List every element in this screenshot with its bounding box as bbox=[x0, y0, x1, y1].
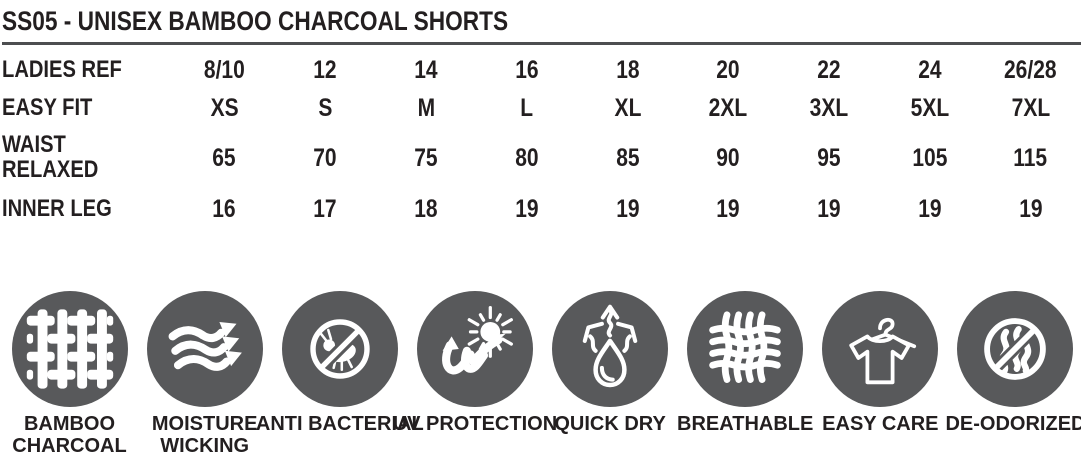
feature-label: EASY CARE bbox=[822, 413, 939, 435]
table-cell: 18 bbox=[615, 55, 640, 84]
table-cell: 115 bbox=[1013, 143, 1048, 172]
quick-dry-icon bbox=[552, 291, 669, 407]
table-cell: 26/28 bbox=[1004, 55, 1057, 84]
table-row-ladies-ref: LADIES REF 8/10 12 14 16 18 20 22 24 26/… bbox=[2, 51, 1081, 89]
table-cell: 90 bbox=[716, 143, 740, 172]
page-title-text: SS05 - UNISEX BAMBOO CHARCOAL SHORTS bbox=[2, 6, 509, 36]
table-cell: 5XL bbox=[910, 93, 950, 122]
feature-de-odorized: DE-ODORIZED bbox=[945, 291, 1081, 458]
table-cell: 19 bbox=[1018, 194, 1043, 223]
feature-easy-care: EASY CARE bbox=[813, 291, 948, 458]
feature-uv-protection: UV PROTECTION bbox=[393, 291, 557, 458]
feature-label: ANTI BACTERIAL bbox=[255, 413, 424, 435]
feature-label: UV PROTECTION bbox=[392, 413, 558, 435]
table-cell: 18 bbox=[414, 194, 438, 223]
feature-breathable: BREATHABLE bbox=[677, 291, 813, 458]
feature-label: BAMBOO CHARCOAL bbox=[12, 413, 127, 458]
table-cell: 75 bbox=[414, 143, 438, 172]
table-cell: 19 bbox=[918, 194, 942, 223]
feature-label: QUICK DRY bbox=[554, 413, 666, 435]
table-row-waist-relaxed: WAIST RELAXED 65 70 75 80 85 90 95 105 1… bbox=[2, 127, 1081, 189]
table-cell: 65 bbox=[212, 143, 237, 172]
table-cell: L bbox=[520, 93, 534, 122]
table-cell: XS bbox=[210, 93, 239, 122]
row-label: EASY FIT bbox=[2, 94, 93, 121]
bamboo-charcoal-icon bbox=[11, 291, 128, 407]
table-cell: M bbox=[417, 93, 435, 122]
easy-care-icon bbox=[822, 291, 939, 407]
moisture-wicking-icon bbox=[146, 291, 263, 407]
feature-label: BREATHABLE bbox=[677, 413, 814, 435]
uv-protection-icon bbox=[416, 291, 533, 407]
table-cell: 3XL bbox=[809, 93, 849, 122]
size-table: LADIES REF 8/10 12 14 16 18 20 22 24 26/… bbox=[2, 51, 1081, 229]
table-cell: 8/10 bbox=[203, 55, 245, 84]
table-cell: 19 bbox=[615, 194, 640, 223]
table-cell: 17 bbox=[313, 194, 337, 223]
table-cell: 70 bbox=[313, 143, 337, 172]
table-cell: 19 bbox=[716, 194, 740, 223]
table-cell: 85 bbox=[615, 143, 640, 172]
title-divider bbox=[2, 42, 1081, 45]
feature-icons-row: BAMBOO CHARCOAL MOISTURE bbox=[2, 291, 1081, 458]
table-cell: XL bbox=[614, 93, 641, 122]
table-cell: 12 bbox=[313, 55, 337, 84]
anti-bacterial-icon bbox=[281, 291, 398, 407]
table-cell: 19 bbox=[817, 194, 841, 223]
table-cell: 24 bbox=[918, 55, 942, 84]
feature-bamboo-charcoal: BAMBOO CHARCOAL bbox=[2, 291, 137, 458]
table-cell: 19 bbox=[515, 194, 539, 223]
page-title: SS05 - UNISEX BAMBOO CHARCOAL SHORTS bbox=[2, 6, 1081, 37]
table-cell: 7XL bbox=[1011, 93, 1050, 122]
table-cell: 105 bbox=[912, 143, 948, 172]
feature-label: DE-ODORIZED bbox=[945, 413, 1081, 435]
table-cell: 20 bbox=[716, 55, 740, 84]
table-cell: 22 bbox=[817, 55, 841, 84]
table-cell: 16 bbox=[515, 55, 539, 84]
table-cell: 2XL bbox=[708, 93, 748, 122]
table-cell: 95 bbox=[817, 143, 841, 172]
table-cell: 80 bbox=[515, 143, 539, 172]
table-row-easy-fit: EASY FIT XS S M L XL 2XL 3XL 5XL 7XL bbox=[2, 89, 1081, 127]
breathable-icon bbox=[687, 291, 804, 407]
table-cell: S bbox=[318, 93, 333, 122]
feature-label: MOISTURE WICKING bbox=[151, 413, 258, 458]
row-label: INNER LEG bbox=[2, 195, 112, 222]
table-row-inner-leg: INNER LEG 16 17 18 19 19 19 19 19 19 bbox=[2, 189, 1081, 229]
feature-quick-dry: QUICK DRY bbox=[543, 291, 678, 458]
feature-anti-bacterial: ANTI BACTERIAL bbox=[256, 291, 424, 458]
row-label: LADIES REF bbox=[2, 56, 122, 83]
table-cell: 14 bbox=[414, 55, 438, 84]
de-odorized-icon bbox=[957, 291, 1074, 407]
table-cell: 16 bbox=[212, 194, 237, 223]
row-label: WAIST RELAXED bbox=[2, 130, 99, 184]
feature-moisture-wicking: MOISTURE WICKING bbox=[137, 291, 272, 458]
